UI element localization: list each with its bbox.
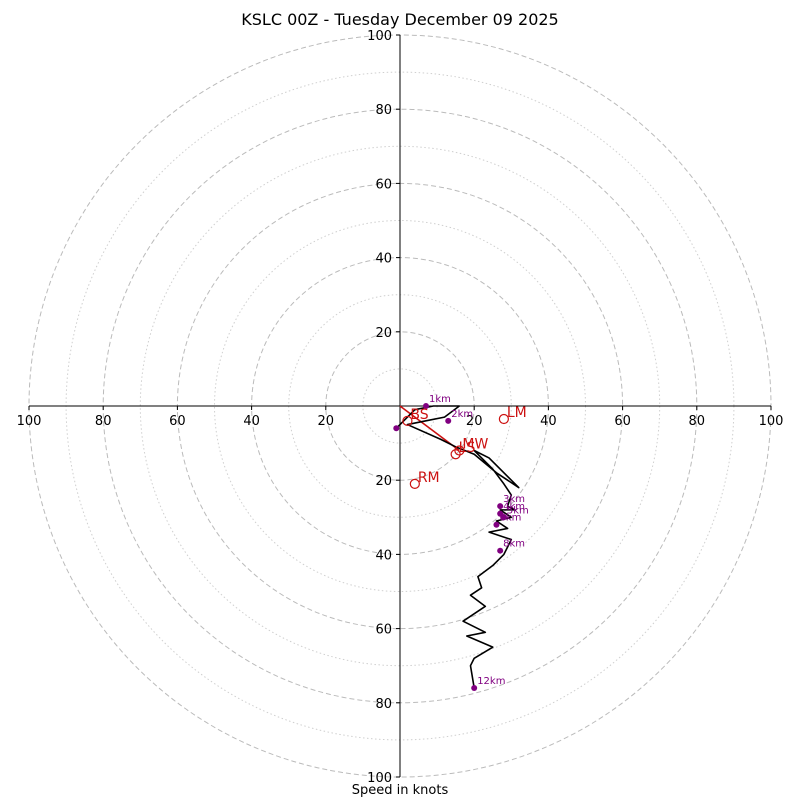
height-label-12km: 12km [477,676,505,687]
y-tick-label: 40 [375,252,392,267]
x-tick-label: 100 [17,414,42,429]
motion-label-LM: LM [507,405,527,421]
y-tick-label: 20 [375,474,392,489]
height-marker-6km [493,521,500,528]
tick-labels: 100 80 60 40 20 20 40 60 80 100 100 80 60 40 20 20 40 60 8… [17,29,784,786]
hodograph-line [395,405,520,689]
motion-label-MW: MW [462,437,488,453]
height-label-3km: 3km [503,494,525,505]
motion-marker-BS [402,415,413,426]
motion-marker-MW [454,445,465,456]
motion-label-BS: BS [410,407,428,423]
height-marker-3km [497,503,504,510]
y-tick-label: 20 [375,326,392,341]
y-tick-label: 40 [375,548,392,563]
height-label-1km: 1km [429,394,451,405]
x-tick-label: 40 [540,414,557,429]
x-tick-label: 60 [169,414,186,429]
y-tick-label: 60 [375,623,392,638]
motion-marker-RM [409,478,420,490]
height-marker-5km [500,514,507,521]
height-marker-8km [497,547,504,554]
x-axis-label: Speed in knots [351,783,449,798]
y-tick-label: 100 [367,29,392,44]
motion-marker-LS [450,449,461,460]
x-tick-label: 60 [614,414,631,429]
x-tick-label: 40 [243,414,260,429]
x-tick-label: 80 [689,414,706,429]
y-tick-label: 60 [375,177,392,192]
y-tick-label: 80 [375,103,392,118]
x-tick-label: 20 [318,414,335,429]
height-marker-1km [422,403,429,409]
height-label-4km: 4km [503,502,525,513]
hodograph-trace [393,405,520,689]
height-label-5km: 5km [507,505,529,516]
height-label-6km: 6km [499,513,521,524]
x-tick-label: 80 [95,414,112,429]
chart-title: KSLC 00Z - Tuesday December 09 2025 [241,10,559,29]
height-label-8km: 8km [503,539,525,550]
y-tick-label: 80 [375,697,392,712]
motion-label-LS: LS [459,440,476,456]
height-label-2km: 2km [451,409,473,420]
motion-marker-LM [498,413,509,425]
surface-point [393,425,400,432]
height-marker-4km [497,510,504,517]
height-marker-12km [471,684,478,691]
y-tick-label: 100 [367,771,392,786]
height-marker-2km [445,417,452,424]
x-tick-label: 100 [759,414,784,429]
motion-label-RM: RM [418,470,440,486]
x-tick-label: 20 [466,414,483,429]
